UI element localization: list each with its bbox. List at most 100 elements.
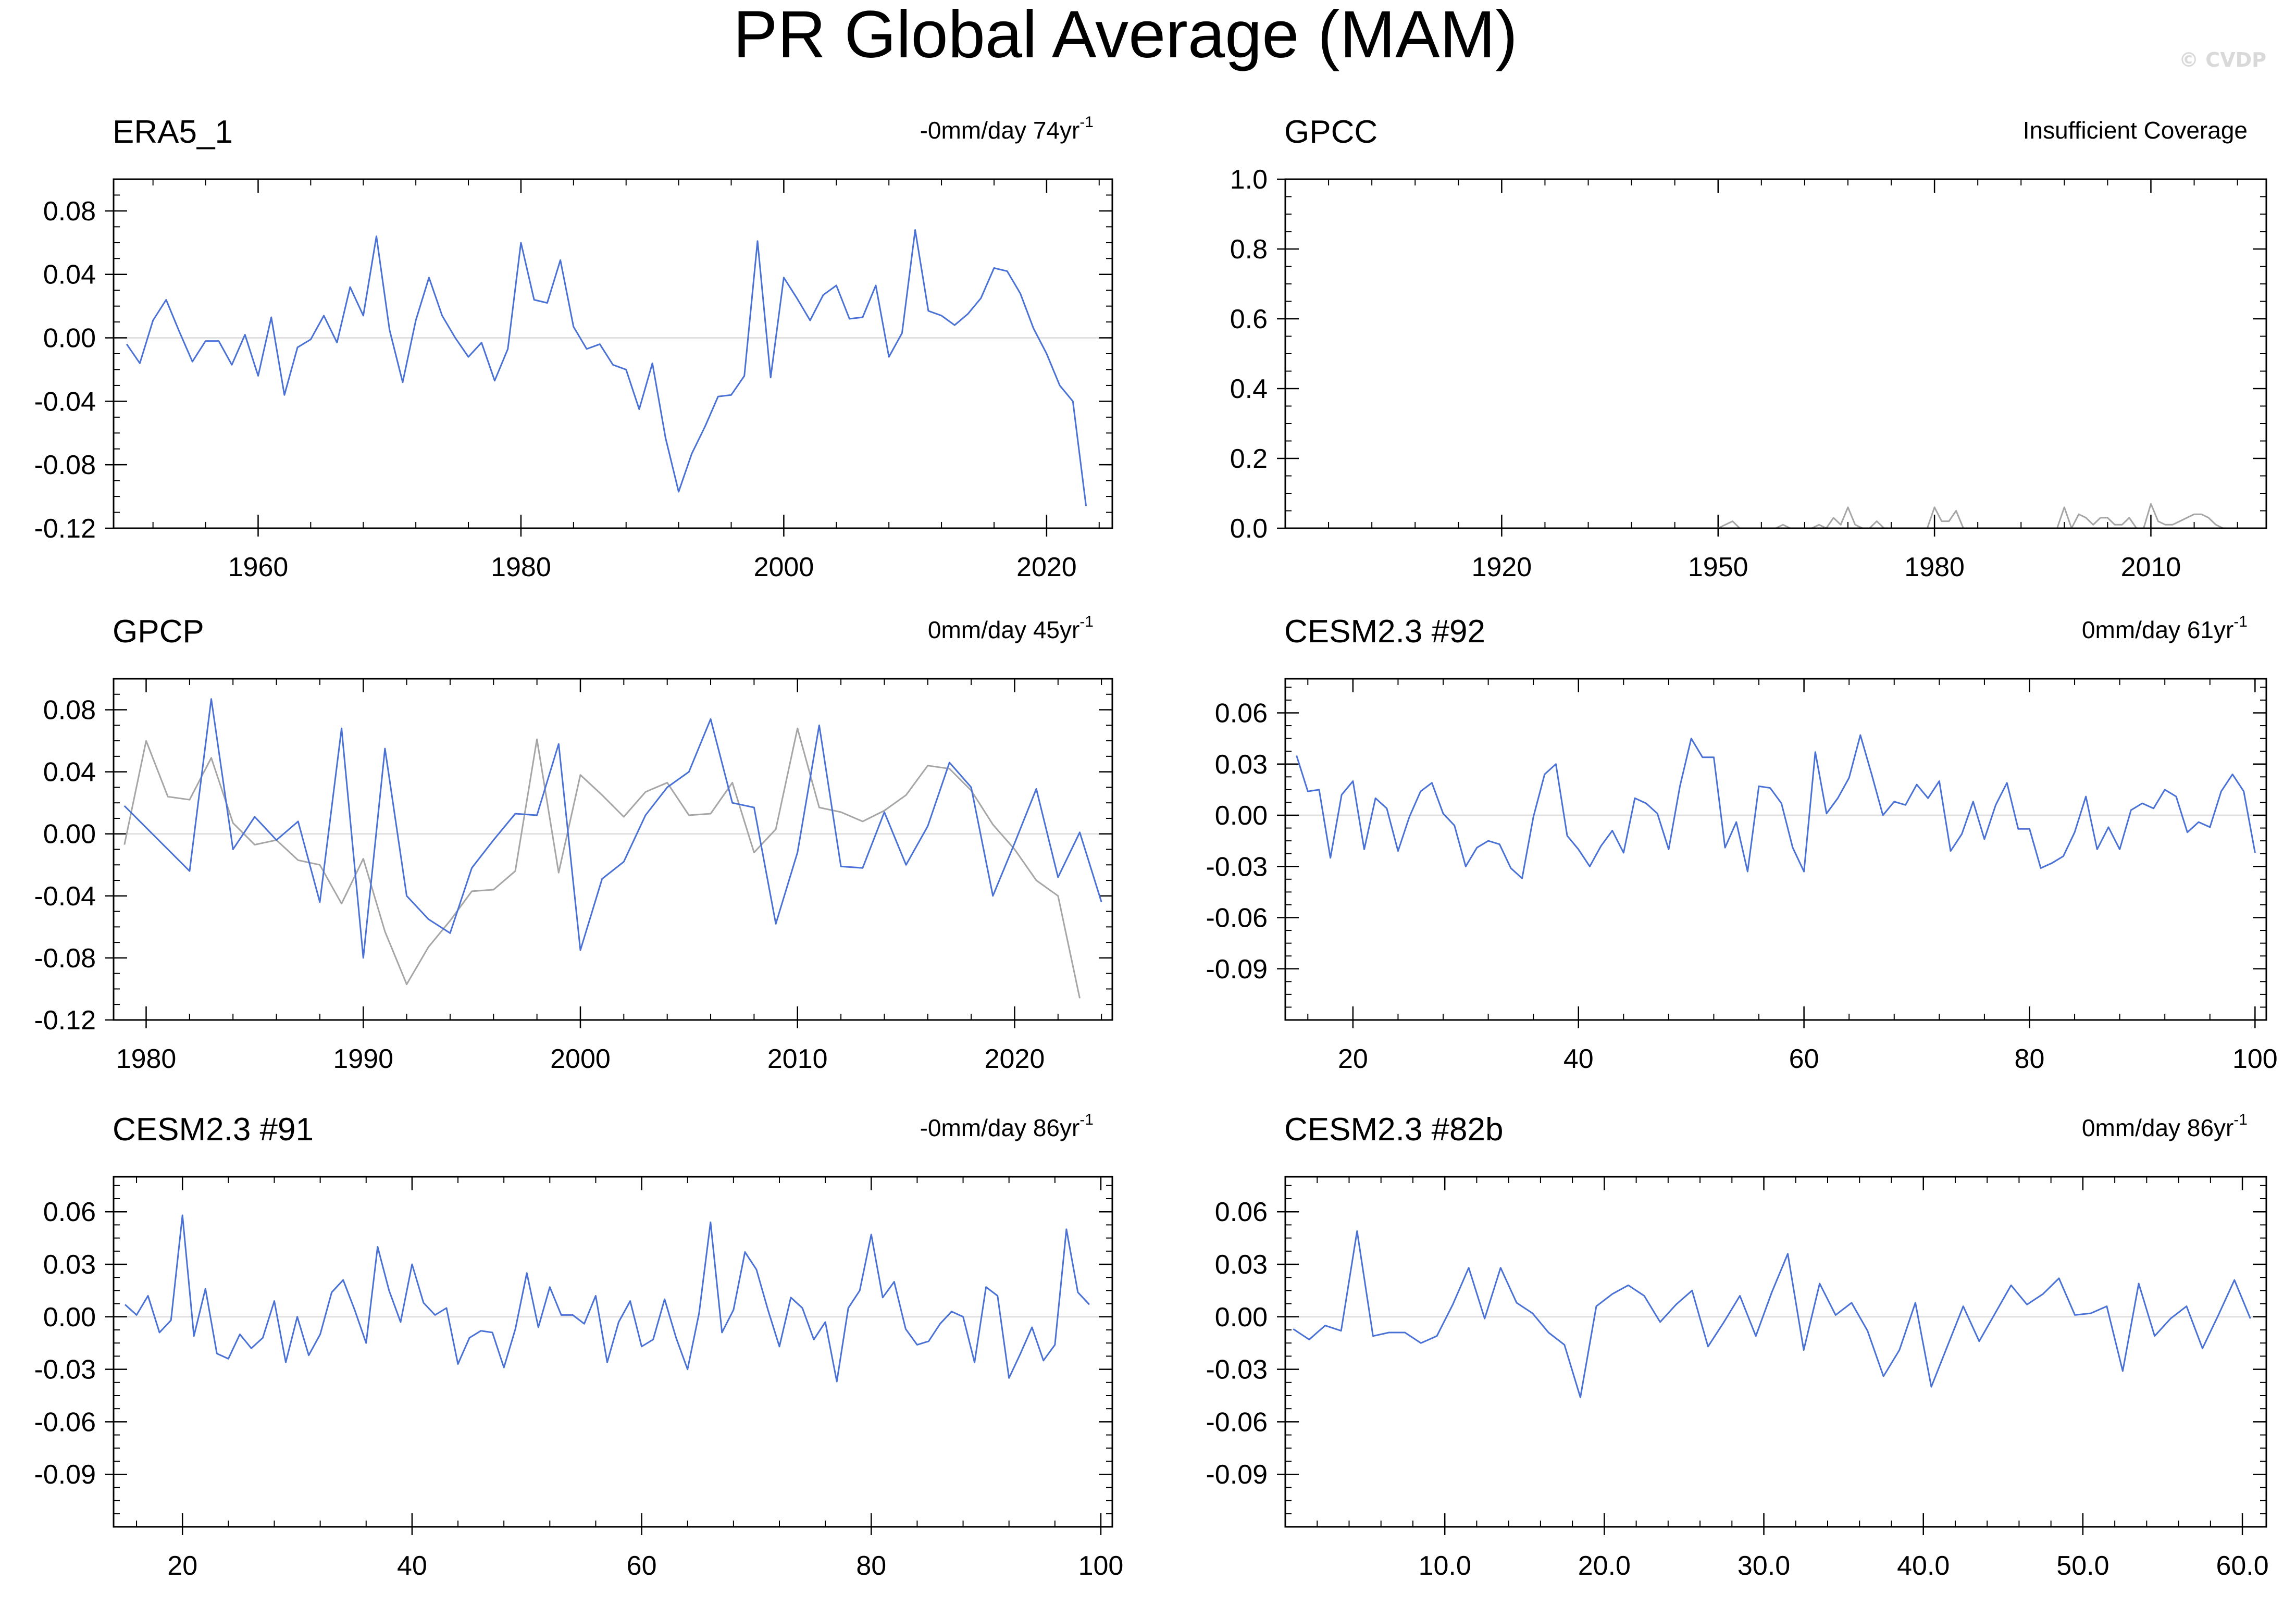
data-point <box>1634 798 1635 799</box>
x-tick-label: 20 <box>167 1551 197 1581</box>
data-point <box>297 346 299 348</box>
data-point <box>1409 816 1410 818</box>
data-point <box>1330 857 1331 858</box>
x-tick-label: 2010 <box>767 1044 828 1074</box>
x-tick-label: 40 <box>397 1551 427 1581</box>
data-point <box>2215 524 2217 526</box>
data-point <box>2232 774 2233 775</box>
data-point <box>454 337 456 339</box>
data-point <box>1781 803 1782 804</box>
data-point <box>2119 849 2120 850</box>
data-point <box>1739 1295 1741 1297</box>
data-point <box>985 1286 987 1288</box>
data-point <box>363 858 364 860</box>
data-point <box>666 787 668 788</box>
data-point <box>884 812 885 813</box>
x-tick-label: 50.0 <box>2056 1551 2109 1581</box>
data-point <box>494 380 495 381</box>
data-point <box>2153 807 2154 809</box>
data-point <box>2172 524 2174 526</box>
data-point <box>1840 524 1842 526</box>
data-point <box>1465 866 1467 867</box>
data-point <box>1898 1349 1900 1351</box>
data-point <box>949 762 950 763</box>
data-point <box>323 315 325 316</box>
data-point <box>2058 1277 2059 1279</box>
data-point <box>1657 813 1658 814</box>
data-point <box>1963 1305 1964 1307</box>
data-point <box>239 1334 241 1335</box>
data-point <box>905 794 907 796</box>
data-point <box>797 728 798 729</box>
data-point <box>775 828 777 830</box>
data-point <box>1046 353 1047 355</box>
data-point <box>2026 1304 2028 1305</box>
data-point <box>205 340 206 342</box>
data-point <box>402 381 403 383</box>
data-point <box>997 1295 998 1297</box>
y-tick-label: 0.6 <box>1230 304 1268 334</box>
data-point <box>2085 517 2087 518</box>
data-point <box>1676 1304 1677 1305</box>
data-point <box>2138 1283 2140 1284</box>
y-tick-label: -0.09 <box>1206 954 1268 985</box>
x-tick-label: 1980 <box>116 1044 177 1074</box>
data-point <box>145 827 147 828</box>
data-point <box>1792 847 1793 849</box>
data-point <box>1732 520 1733 522</box>
data-point <box>687 1368 688 1370</box>
data-point <box>710 813 712 815</box>
data-point <box>2187 831 2188 833</box>
x-tick-label: 1950 <box>1688 552 1748 582</box>
data-point <box>388 1290 390 1291</box>
data-point <box>1443 813 1444 814</box>
data-point <box>1007 270 1008 272</box>
y-tick-label: 0.00 <box>1215 1302 1268 1333</box>
data-point <box>2233 1279 2235 1281</box>
y-tick-label: 0.8 <box>1230 234 1268 265</box>
data-point <box>2107 517 2108 518</box>
data-point <box>428 918 429 920</box>
data-point <box>1020 1353 1021 1354</box>
panel-subtitle: -0mm/day 74yr-1 <box>920 114 1094 144</box>
data-point <box>1600 845 1602 846</box>
data-point <box>840 866 842 867</box>
data-point <box>400 1321 401 1323</box>
data-point <box>1939 780 1940 782</box>
data-point <box>2175 795 2177 797</box>
data-point <box>573 326 574 328</box>
data-point <box>560 259 561 261</box>
data-point <box>145 740 147 742</box>
y-tick-label: -0.12 <box>34 1005 96 1036</box>
data-point <box>625 369 627 370</box>
y-tick-label: -0.08 <box>34 450 96 480</box>
y-tick-label: -0.04 <box>34 881 96 912</box>
data-point <box>139 363 141 364</box>
data-point <box>1580 1397 1581 1398</box>
data-point <box>1386 807 1387 809</box>
data-point <box>296 1316 298 1317</box>
panel-gpcc: 0.0 0.2 0.4 0.6 0.8 1.0 1920 1950 1980 2010 GPCC In… <box>1230 114 2267 582</box>
data-point <box>2100 517 2101 518</box>
y-tick-label: 0.4 <box>1230 374 1268 404</box>
data-point <box>2165 524 2166 526</box>
data-point <box>123 844 125 845</box>
data-point <box>1950 850 1951 852</box>
x-tick-label: 1980 <box>491 552 551 582</box>
data-point <box>2107 826 2109 828</box>
data-point <box>471 867 473 869</box>
data-point <box>1072 401 1074 402</box>
data-point <box>1978 1340 1980 1342</box>
y-tick-label: -0.09 <box>34 1460 96 1490</box>
data-point <box>1014 842 1015 844</box>
data-point <box>1702 756 1703 758</box>
data-point <box>1946 1346 1948 1347</box>
data-point <box>389 329 390 331</box>
data-point <box>992 824 994 825</box>
y-tick-label: 0.08 <box>43 695 96 726</box>
data-point <box>2130 810 2132 811</box>
panel-subtitle-exponent: -1 <box>1079 114 1094 131</box>
data-point <box>1341 1330 1342 1331</box>
data-point <box>1101 901 1102 903</box>
